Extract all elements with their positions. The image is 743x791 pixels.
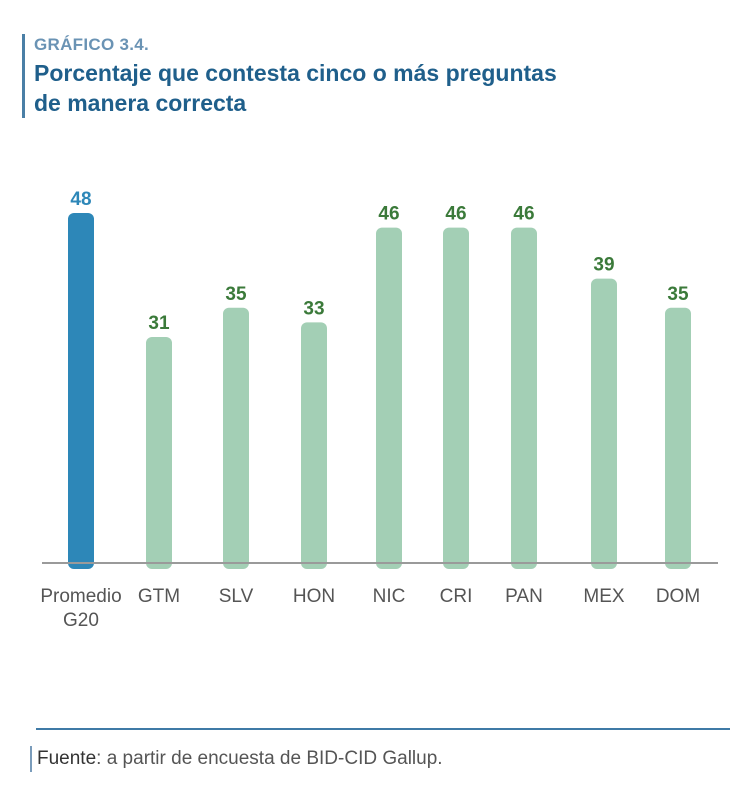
x-tick-label-hon: HON — [293, 586, 335, 607]
data-label-pan: 46 — [513, 204, 534, 225]
data-label-cri: 46 — [445, 204, 466, 225]
bar-pan — [511, 227, 537, 570]
bar-cri — [443, 227, 469, 570]
bar-gtm — [146, 336, 172, 569]
source-note: Fuente: a partir de encuesta de BID-CID … — [30, 746, 443, 772]
source-text: : a partir de encuesta de BID-CID Gallup… — [96, 748, 443, 769]
chart-title: Porcentaje que contesta cinco o más preg… — [34, 58, 734, 118]
bar-promedio-g20 — [68, 213, 94, 569]
chart-number: GRÁFICO 3.4. — [34, 35, 150, 54]
chart-title-line-2: de manera correcta — [34, 90, 247, 116]
bar-slv — [223, 307, 249, 569]
data-label-slv: 35 — [225, 284, 247, 305]
x-tick-label-mex: MEX — [583, 586, 625, 607]
data-label-hon: 33 — [303, 298, 324, 319]
data-label-promedio-g20: 48 — [70, 189, 91, 210]
data-label-dom: 35 — [667, 284, 689, 305]
bar-hon — [301, 322, 327, 569]
x-tick-label-cri: CRI — [440, 586, 473, 607]
footer-divider — [36, 728, 730, 730]
chart-title-block: GRÁFICO 3.4. Porcentaje que contesta cin… — [22, 34, 734, 118]
bar-dom — [665, 307, 691, 569]
bar-mex — [591, 278, 617, 569]
x-tick-label-promedio-g20-line1: Promedio — [40, 586, 121, 607]
x-tick-label-promedio-g20-line2: G20 — [63, 610, 99, 631]
data-label-mex: 39 — [593, 255, 614, 276]
data-label-gtm: 31 — [148, 313, 170, 334]
x-tick-label-pan: PAN — [505, 586, 543, 607]
x-tick-label-gtm: GTM — [138, 586, 180, 607]
bar-nic — [376, 227, 402, 570]
source-label: Fuente — [37, 748, 97, 769]
data-label-nic: 46 — [378, 204, 399, 225]
x-tick-label-slv: SLV — [219, 586, 254, 607]
x-tick-label-nic: NIC — [373, 586, 406, 607]
chart-title-line-1: Porcentaje que contesta cinco o más preg… — [34, 60, 557, 86]
x-tick-label-dom: DOM — [656, 586, 700, 607]
